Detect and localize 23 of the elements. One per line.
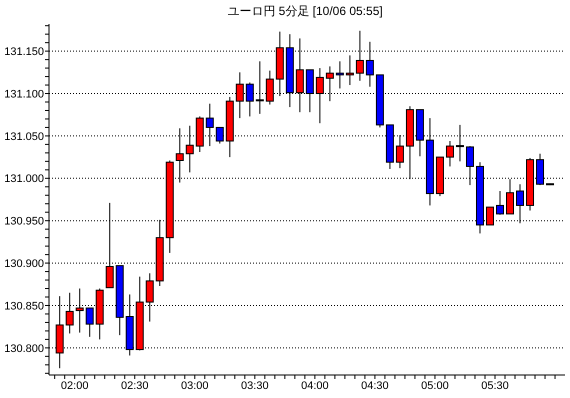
candlestick: [446, 140, 454, 167]
candlestick: [506, 178, 514, 214]
x-tick-label: 02:30: [120, 380, 149, 392]
chart-title: ユーロ円 5分足 [10/06 05:55]: [226, 3, 384, 20]
y-tick-label: 131.050: [4, 130, 44, 143]
x-tick-label: 02:00: [60, 380, 88, 392]
candlestick: [106, 202, 114, 288]
y-tick-label: 131.100: [4, 88, 44, 100]
y-tick-label: 131.150: [4, 46, 44, 58]
y-tick-label: 130.950: [4, 216, 44, 228]
x-tick-label: 04:00: [301, 380, 329, 392]
candlestick: [496, 190, 504, 216]
x-tick-label: 05:30: [481, 380, 509, 392]
y-tick-label: 130.800: [4, 342, 44, 355]
x-tick-label: 03:30: [241, 380, 269, 392]
candlestick: [346, 54, 354, 86]
y-tick-label: 130.900: [4, 258, 44, 270]
x-tick-label: 05:00: [421, 380, 449, 392]
x-tick-label: 03:00: [181, 380, 209, 392]
candlestick: [336, 60, 344, 89]
x-tick-label: 04:30: [361, 380, 389, 392]
y-tick-label: 131.000: [4, 173, 44, 186]
y-tick-label: 130.850: [4, 300, 44, 312]
